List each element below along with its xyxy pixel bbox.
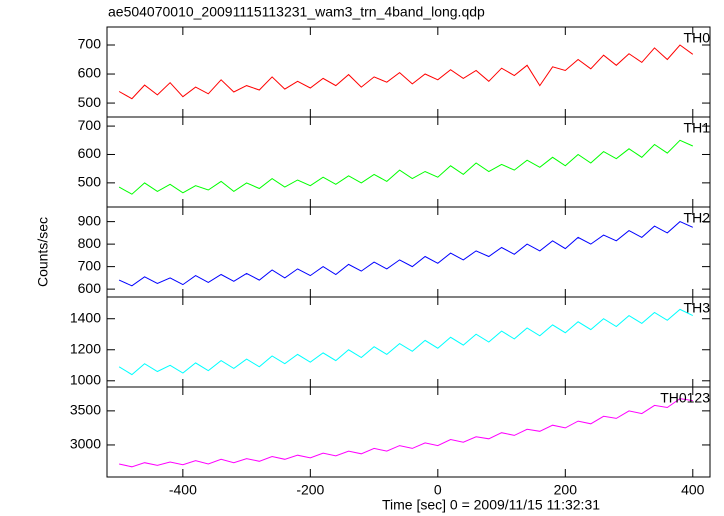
series-line — [118, 139, 694, 195]
y-tick-label: 700 — [78, 257, 102, 273]
series-label: TH1 — [684, 120, 711, 136]
y-axis-label: Counts/sec — [35, 217, 51, 287]
y-tick-label: 3000 — [70, 436, 101, 452]
y-tick-label: 1200 — [70, 340, 101, 356]
y-tick-label: 700 — [78, 117, 102, 133]
panel-frame — [106, 386, 711, 478]
y-tick-label: 600 — [78, 65, 102, 81]
x-tick-label: -400 — [169, 482, 197, 498]
series-label: TH0123 — [660, 390, 710, 406]
y-tick-label: 700 — [78, 36, 102, 52]
series-label: TH0 — [684, 30, 711, 46]
series-line — [118, 308, 694, 376]
y-tick-label: 1000 — [70, 371, 101, 387]
y-tick-label: 600 — [78, 145, 102, 161]
y-tick-label: 500 — [78, 174, 102, 190]
x-tick-label: 0 — [434, 482, 442, 498]
y-tick-label: 900 — [78, 212, 102, 228]
series-line — [118, 398, 693, 468]
x-axis-label: Time [sec] 0 = 2009/11/15 11:32:31 — [382, 497, 600, 513]
series-line — [118, 44, 694, 100]
series-label: TH3 — [684, 300, 711, 316]
x-tick-label: -200 — [296, 482, 324, 498]
series-label: TH2 — [684, 210, 711, 226]
y-tick-label: 1400 — [70, 309, 101, 325]
panel-frame — [106, 206, 711, 298]
x-tick-label: 200 — [554, 482, 578, 498]
x-tick-label: 400 — [681, 482, 705, 498]
chart-title: ae504070010_20091115113231_wam3_trn_4ban… — [108, 4, 485, 20]
y-tick-label: 800 — [78, 235, 102, 251]
panel-frame — [106, 116, 711, 208]
panel-frame — [106, 26, 711, 118]
y-tick-label: 500 — [78, 94, 102, 110]
y-tick-label: 3500 — [70, 402, 101, 418]
y-tick-label: 600 — [78, 280, 102, 296]
panel-frame — [106, 296, 711, 388]
series-line — [118, 221, 694, 287]
